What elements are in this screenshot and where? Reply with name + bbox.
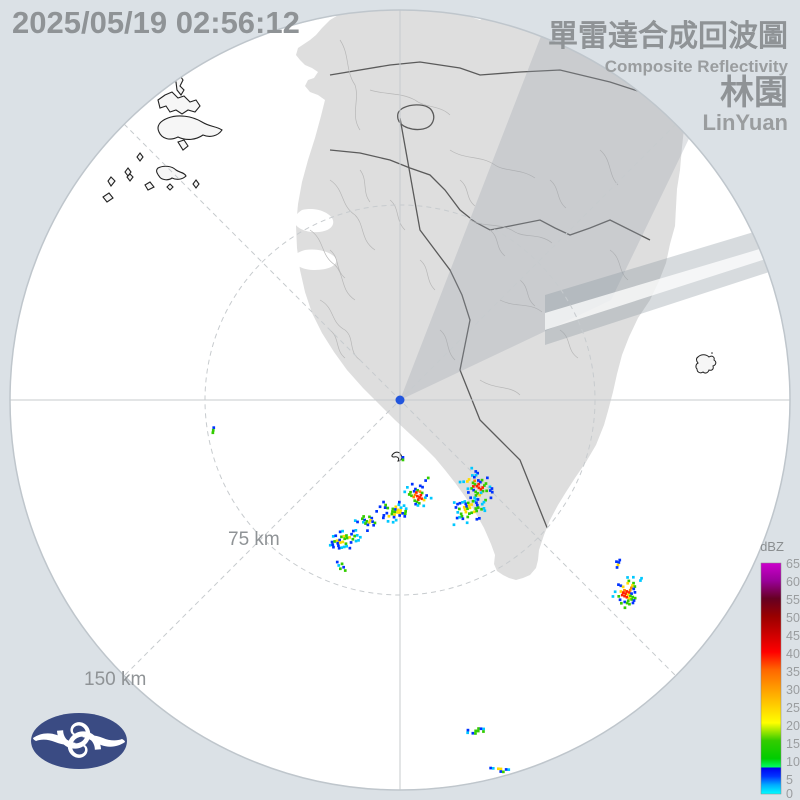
svg-text:15: 15 [786, 737, 800, 751]
svg-text:55: 55 [786, 593, 800, 607]
svg-text:單雷達合成回波圖: 單雷達合成回波圖 [548, 19, 788, 53]
svg-text:25: 25 [786, 701, 800, 715]
svg-text:2025/05/19 02:56:12: 2025/05/19 02:56:12 [12, 5, 300, 40]
svg-text:林園: 林園 [720, 74, 788, 112]
svg-text:10: 10 [786, 755, 800, 769]
svg-text:30: 30 [786, 683, 800, 697]
svg-text:65: 65 [786, 557, 800, 571]
svg-text:45: 45 [786, 629, 800, 643]
svg-text:0: 0 [786, 787, 793, 800]
svg-text:35: 35 [786, 665, 800, 679]
svg-text:LinYuan: LinYuan [702, 110, 788, 135]
svg-text:40: 40 [786, 647, 800, 661]
svg-text:50: 50 [786, 611, 800, 625]
svg-text:60: 60 [786, 575, 800, 589]
svg-text:5: 5 [786, 773, 793, 787]
svg-text:75 km: 75 km [228, 529, 280, 550]
svg-text:150 km: 150 km [84, 669, 146, 690]
svg-text:20: 20 [786, 719, 800, 733]
svg-text:dBZ: dBZ [760, 539, 784, 554]
